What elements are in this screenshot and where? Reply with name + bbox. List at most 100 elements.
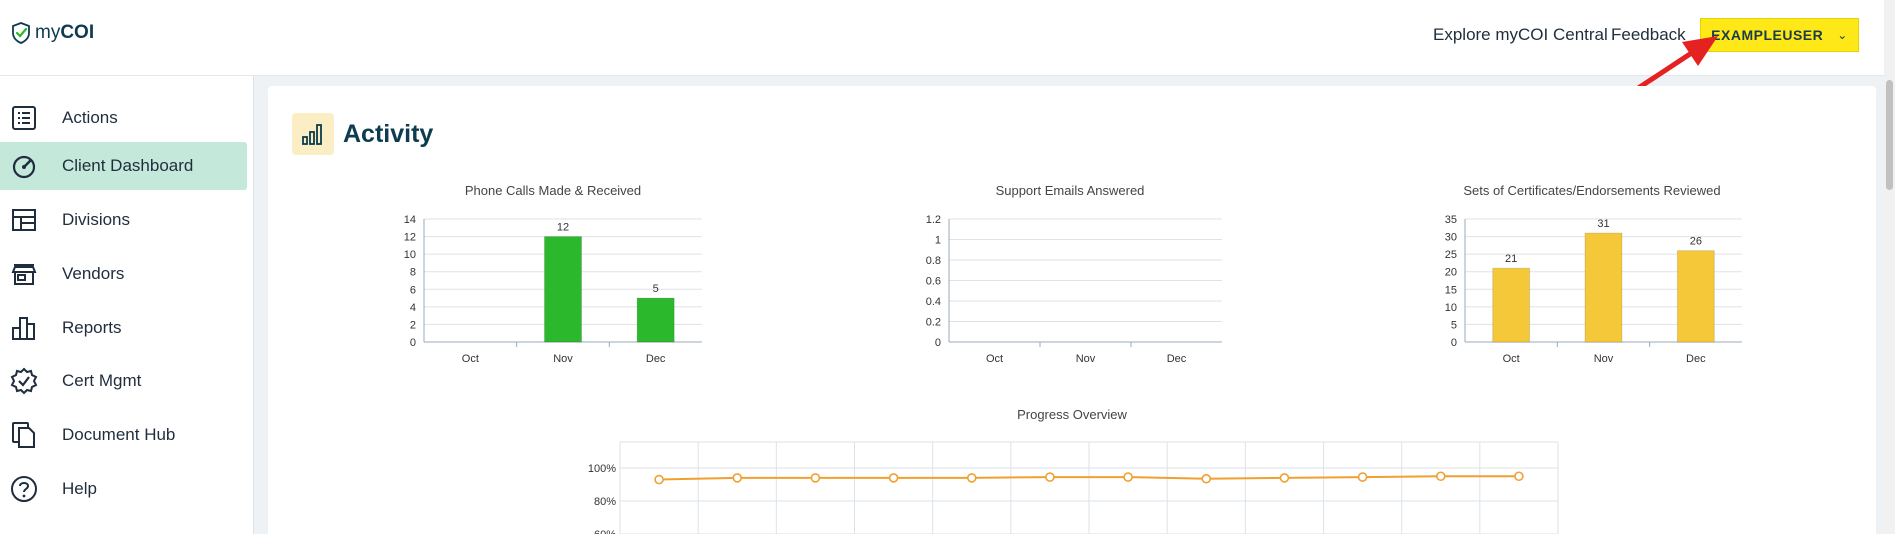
- y-tick-label: 8: [410, 267, 416, 279]
- y-tick-label: 35: [1445, 214, 1457, 226]
- bar-chart-icon: [10, 314, 38, 342]
- y-tick-label: 5: [1451, 319, 1457, 331]
- sidebar-item-document-hub[interactable]: Document Hub: [0, 411, 247, 459]
- y-tick-label: 80%: [594, 496, 616, 508]
- help-circle-icon: [10, 475, 38, 503]
- x-tick-label: Oct: [1503, 353, 1520, 365]
- x-tick-label: Oct: [462, 353, 479, 365]
- y-tick-label: 6: [410, 284, 416, 296]
- sidebar-item-label: Divisions: [62, 210, 131, 229]
- dashboard-gauge-icon: [10, 152, 38, 180]
- activity-chart-icon: [292, 113, 334, 155]
- y-tick-label: 0: [410, 337, 416, 349]
- sidebar-item-cert-mgmt[interactable]: Cert Mgmt: [0, 357, 247, 405]
- y-tick-label: 0.2: [926, 317, 941, 329]
- series-line: [659, 475, 1519, 481]
- data-label: 12: [557, 222, 569, 234]
- data-label: 26: [1690, 236, 1702, 248]
- section-title: Activity: [343, 120, 434, 148]
- y-tick-label: 1.2: [926, 214, 941, 226]
- page-scrollbar[interactable]: [1884, 0, 1895, 534]
- y-tick-label: 25: [1445, 249, 1457, 261]
- y-tick-label: 0.4: [926, 296, 941, 308]
- feedback-link[interactable]: Feedback: [1611, 25, 1686, 44]
- user-name: EXAMPLEUSER: [1711, 27, 1824, 43]
- chart-title-support-emails: Support Emails Answered: [995, 183, 1145, 198]
- chart-title-certificates: Sets of Certificates/Endorsements Review…: [1463, 183, 1721, 198]
- data-point: [654, 474, 664, 485]
- y-tick-label: 2: [410, 319, 416, 331]
- y-tick-label: 30: [1445, 232, 1457, 244]
- shield-check-icon: [12, 22, 30, 44]
- sidebar-item-label: Client Dashboard: [62, 156, 194, 175]
- x-tick-label: Nov: [1076, 353, 1096, 365]
- y-tick-label: 10: [404, 249, 416, 261]
- x-tick-label: Dec: [1167, 353, 1187, 365]
- data-point: [888, 473, 899, 483]
- phone-calls-chart: 0 2 4 6 8 10 12 14 Oct Nov 12 Dec 5: [404, 214, 702, 365]
- progress-overview-chart: 100% 80% 60%: [588, 441, 1559, 534]
- sidebar-item-reports[interactable]: Reports: [0, 304, 247, 352]
- sidebar-item-label: Vendors: [62, 264, 125, 283]
- list-icon: [10, 104, 38, 132]
- sidebar-item-help[interactable]: Help: [0, 465, 247, 513]
- bar: [636, 297, 675, 343]
- sidebar-item-label: Cert Mgmt: [62, 371, 142, 390]
- chart-title-progress-overview: Progress Overview: [1017, 407, 1127, 422]
- x-tick-label: Nov: [1594, 353, 1614, 365]
- sidebar-item-vendors[interactable]: Vendors: [0, 250, 247, 298]
- user-menu-button[interactable]: EXAMPLEUSER ⌄: [1700, 18, 1859, 52]
- x-tick-label: Dec: [1686, 353, 1706, 365]
- y-tick-label: 1: [935, 235, 941, 247]
- y-tick-label: 60%: [594, 529, 616, 534]
- data-point: [966, 473, 977, 483]
- data-point: [1279, 473, 1290, 483]
- data-point: [1123, 472, 1133, 482]
- documents-icon: [10, 421, 38, 449]
- bar: [543, 236, 583, 343]
- certificates-chart: 0 5 10 15 20 25 30 35 Oct 21 Nov 31 Dec 26: [1445, 214, 1742, 365]
- data-label: 31: [1597, 218, 1609, 230]
- sidebar-item-actions[interactable]: Actions: [0, 94, 247, 142]
- y-tick-label: 0: [935, 337, 941, 349]
- data-point: [1435, 471, 1446, 482]
- y-tick-label: 0.8: [926, 255, 941, 267]
- y-tick-label: 100%: [588, 463, 616, 475]
- y-tick-label: 10: [1445, 302, 1457, 314]
- x-tick-label: Nov: [553, 353, 573, 365]
- data-label: 21: [1505, 253, 1517, 265]
- sidebar-item-label: Reports: [62, 318, 122, 337]
- storefront-icon: [10, 260, 38, 288]
- scrollbar-thumb[interactable]: [1886, 80, 1893, 190]
- x-tick-label: Oct: [986, 353, 1003, 365]
- divisions-grid-icon: [10, 206, 38, 234]
- chevron-down-icon: ⌄: [1837, 28, 1848, 42]
- chart-title-phone-calls: Phone Calls Made & Received: [464, 183, 642, 198]
- x-tick-label: Dec: [646, 353, 666, 365]
- mycoi-logo[interactable]: myCOI: [12, 22, 94, 44]
- support-emails-chart: 0 0.2 0.4 0.6 0.8 1 1.2 Oct Nov Dec: [926, 214, 1222, 365]
- data-point: [1357, 472, 1368, 482]
- sidebar-item-label: Help: [62, 479, 97, 498]
- bar: [1584, 232, 1623, 343]
- y-tick-label: 20: [1445, 267, 1457, 279]
- y-tick-label: 0.6: [926, 276, 941, 288]
- data-point: [810, 473, 821, 483]
- data-label: 5: [653, 283, 659, 295]
- badge-check-icon: [10, 367, 38, 395]
- data-point: [1201, 473, 1212, 484]
- y-tick-label: 15: [1445, 284, 1457, 296]
- sidebar-item-label: Document Hub: [62, 425, 176, 444]
- top-header: myCOI Explore myCOI Central Feedback EXA…: [0, 0, 1895, 76]
- sidebar-item-divisions[interactable]: Divisions: [0, 196, 247, 244]
- explore-mycoi-central-link[interactable]: Explore myCOI Central: [1433, 25, 1608, 44]
- y-tick-label: 14: [404, 214, 416, 226]
- logo-text: myCOI: [35, 22, 95, 43]
- sidebar-item-client-dashboard[interactable]: Client Dashboard: [0, 142, 247, 190]
- data-point: [732, 473, 743, 483]
- data-point: [1514, 471, 1524, 482]
- y-tick-label: 4: [410, 302, 416, 314]
- y-tick-label: 0: [1451, 337, 1457, 349]
- bar: [1676, 250, 1715, 343]
- sidebar-item-label: Actions: [62, 108, 118, 127]
